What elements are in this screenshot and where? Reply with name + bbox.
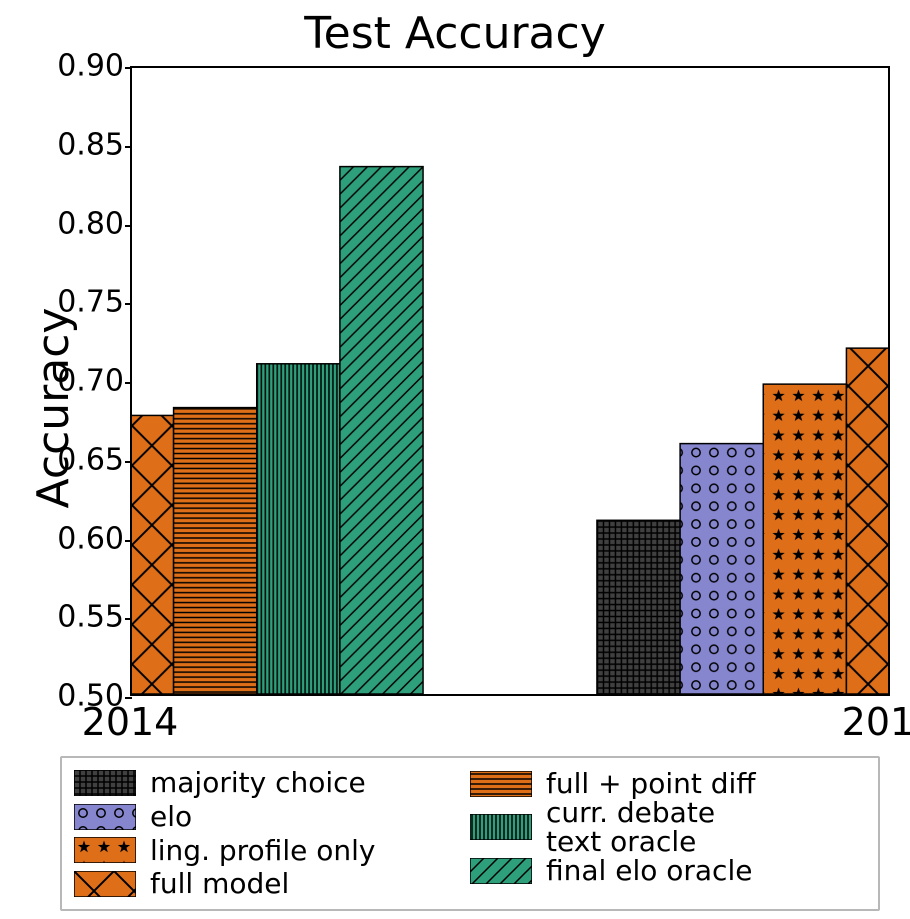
bar: [340, 167, 423, 694]
ytick-label: 0.90: [4, 49, 124, 84]
bar: [763, 384, 846, 694]
ytick-label: 0.75: [4, 285, 124, 320]
plot-svg: [132, 68, 888, 694]
bar: [597, 520, 680, 694]
legend-label: majority choice: [150, 768, 366, 797]
bar: [174, 408, 257, 694]
legend-swatch: [470, 771, 532, 797]
legend-swatch: [470, 858, 532, 884]
legend-item: curr. debatetext oracle: [470, 801, 866, 853]
ytick-label: 0.80: [4, 206, 124, 241]
legend-item: final elo oracle: [470, 853, 866, 888]
legend-label: full model: [150, 869, 289, 898]
legend-label: ling. profile only: [150, 836, 375, 865]
legend-label: curr. debatetext oracle: [546, 798, 715, 857]
legend-label: final elo oracle: [546, 856, 752, 885]
bar: [846, 348, 888, 694]
ytick-label: 0.85: [4, 127, 124, 162]
plot-area: [130, 66, 890, 696]
bar: [132, 415, 174, 694]
ytick-label: 0.60: [4, 521, 124, 556]
legend-item: ling. profile only: [74, 834, 470, 868]
legend-item: full model: [74, 867, 470, 901]
legend: majority choice elo ling. profile only full…: [60, 756, 880, 911]
chart-title: Test Accuracy: [0, 8, 910, 59]
y-axis-label: Accuracy: [28, 308, 79, 509]
ytick-label: 0.70: [4, 364, 124, 399]
legend-swatch: [470, 814, 532, 840]
legend-swatch: [74, 804, 136, 830]
legend-item: majority choice: [74, 766, 470, 800]
legend-item: elo: [74, 800, 470, 834]
legend-swatch: [74, 837, 136, 863]
bar: [680, 444, 763, 694]
ytick-label: 0.55: [4, 600, 124, 635]
legend-swatch: [74, 770, 136, 796]
legend-label: elo: [150, 802, 192, 831]
legend-label: full + point diff: [546, 769, 756, 798]
chart-container: Test Accuracy Accuracy 0.500.550.600.650…: [0, 0, 910, 919]
legend-swatch: [74, 871, 136, 897]
xtick-label: 2015: [820, 700, 910, 744]
xtick-label: 2014: [60, 700, 200, 744]
bar: [257, 364, 340, 694]
ytick-label: 0.65: [4, 442, 124, 477]
